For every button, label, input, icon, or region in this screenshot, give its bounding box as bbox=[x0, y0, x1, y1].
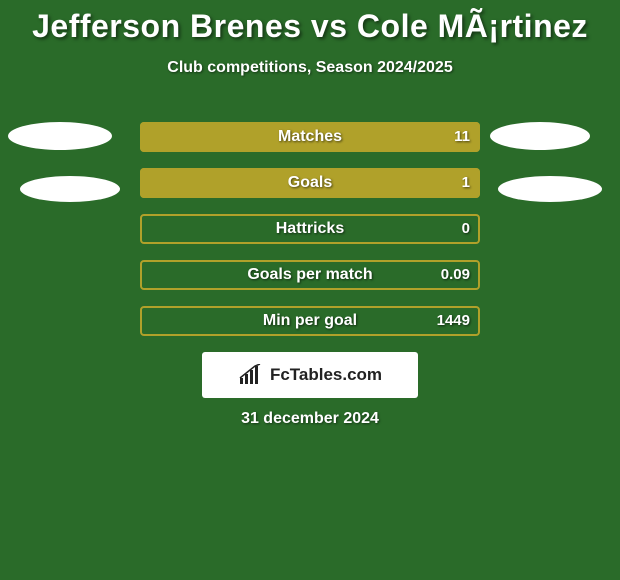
attribution-badge: FcTables.com bbox=[202, 352, 418, 398]
stat-row: Goals per match0.09 bbox=[0, 260, 620, 306]
stat-value: 1449 bbox=[140, 306, 470, 336]
stat-row: Matches11 bbox=[0, 122, 620, 168]
attribution-brand: FcTables.com bbox=[270, 365, 382, 385]
stat-row: Hattricks0 bbox=[0, 214, 620, 260]
page-title: Jefferson Brenes vs Cole MÃ¡rtinez bbox=[0, 0, 620, 45]
stat-value: 0 bbox=[140, 214, 470, 244]
stat-row: Min per goal1449 bbox=[0, 306, 620, 352]
bar-chart-icon bbox=[238, 364, 264, 386]
comparison-card: Jefferson Brenes vs Cole MÃ¡rtinez Club … bbox=[0, 0, 620, 580]
stat-row: Goals1 bbox=[0, 168, 620, 214]
stat-rows: Matches11Goals1Hattricks0Goals per match… bbox=[0, 122, 620, 352]
page-subtitle: Club competitions, Season 2024/2025 bbox=[0, 59, 620, 77]
stat-value: 1 bbox=[140, 168, 470, 198]
snapshot-date: 31 december 2024 bbox=[0, 410, 620, 428]
stat-value: 0.09 bbox=[140, 260, 470, 290]
stat-value: 11 bbox=[140, 122, 470, 152]
